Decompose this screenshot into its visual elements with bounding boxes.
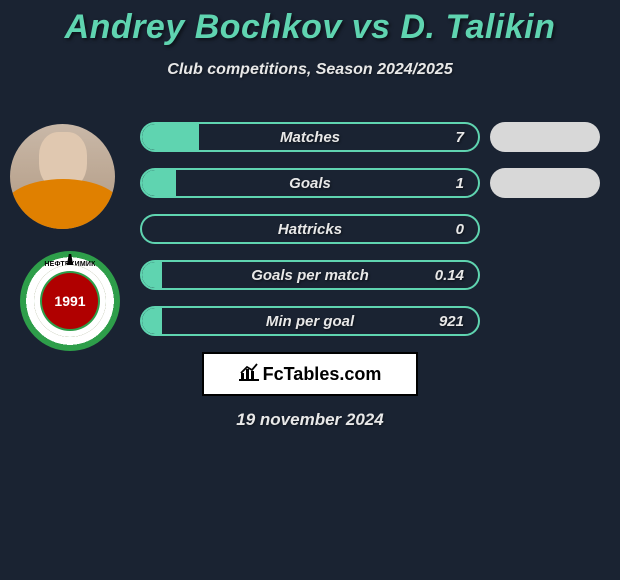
page-title: Andrey Bochkov vs D. Talikin bbox=[0, 0, 620, 47]
stat-value: 1 bbox=[456, 175, 464, 192]
opponent-pill bbox=[490, 122, 600, 152]
brand-box: FcTables.com bbox=[202, 352, 418, 396]
stat-value: 0 bbox=[456, 221, 464, 238]
stat-row: Min per goal921 bbox=[140, 306, 480, 336]
stat-row: Goals1 bbox=[140, 168, 480, 198]
opponent-column bbox=[490, 122, 600, 352]
stat-label: Min per goal bbox=[142, 313, 478, 330]
player-avatar bbox=[10, 124, 115, 229]
stat-value: 7 bbox=[456, 129, 464, 146]
stat-row: Matches7 bbox=[140, 122, 480, 152]
subtitle: Club competitions, Season 2024/2025 bbox=[0, 61, 620, 79]
stat-label: Hattricks bbox=[142, 221, 478, 238]
badge-year: 1991 bbox=[34, 265, 106, 337]
opponent-pill bbox=[490, 168, 600, 198]
stat-label: Goals per match bbox=[142, 267, 478, 284]
stat-value: 921 bbox=[439, 313, 464, 330]
date-label: 19 november 2024 bbox=[0, 410, 620, 430]
stat-value: 0.14 bbox=[435, 267, 464, 284]
club-badge: НЕФТЕХИМИК 1991 bbox=[20, 251, 120, 351]
brand-text: FcTables.com bbox=[263, 364, 382, 385]
avatar-column: НЕФТЕХИМИК 1991 bbox=[10, 124, 115, 373]
stat-row: Hattricks0 bbox=[140, 214, 480, 244]
stat-row: Goals per match0.14 bbox=[140, 260, 480, 290]
stats-panel: Matches7Goals1Hattricks0Goals per match0… bbox=[140, 122, 480, 352]
stat-label: Matches bbox=[142, 129, 478, 146]
chart-icon bbox=[239, 363, 259, 386]
stat-label: Goals bbox=[142, 175, 478, 192]
